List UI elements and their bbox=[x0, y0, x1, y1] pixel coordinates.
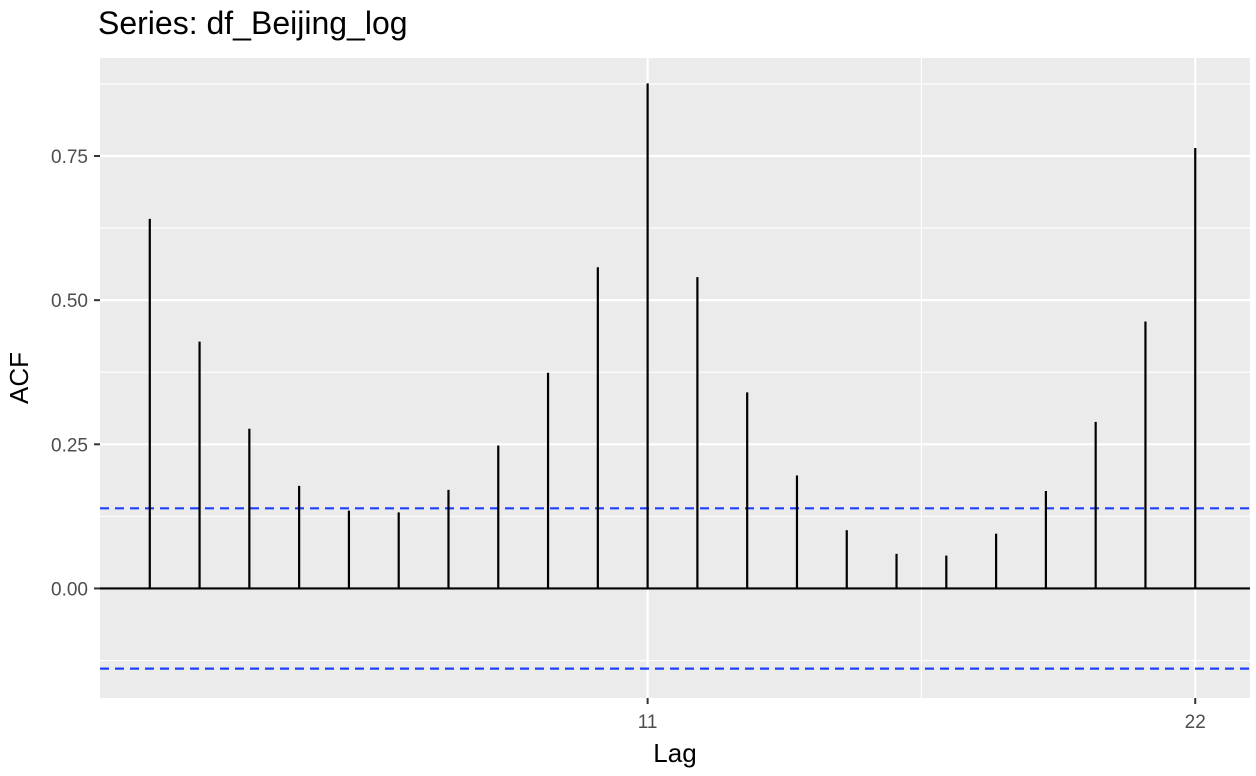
y-tick-label: 0.25 bbox=[51, 435, 88, 456]
y-tick-label: 0.50 bbox=[51, 291, 88, 312]
acf-bars bbox=[148, 83, 1197, 589]
x-axis-ticks: 11 22 bbox=[638, 698, 1206, 733]
x-axis-title: Lag bbox=[653, 738, 696, 768]
y-axis-title: ACF bbox=[4, 352, 34, 404]
confidence-interval-lines bbox=[100, 507, 1250, 670]
x-tick-label: 22 bbox=[1185, 712, 1206, 733]
minor-gridlines bbox=[100, 58, 1250, 698]
y-axis-ticks: 0.00 0.25 0.50 0.75 bbox=[51, 147, 100, 600]
x-tick-label: 11 bbox=[638, 712, 658, 733]
plot-panel bbox=[100, 58, 1250, 698]
y-tick-label: 0.00 bbox=[51, 579, 88, 600]
chart-title: Series: df_Beijing_log bbox=[98, 5, 408, 41]
y-tick-label: 0.75 bbox=[51, 147, 88, 168]
